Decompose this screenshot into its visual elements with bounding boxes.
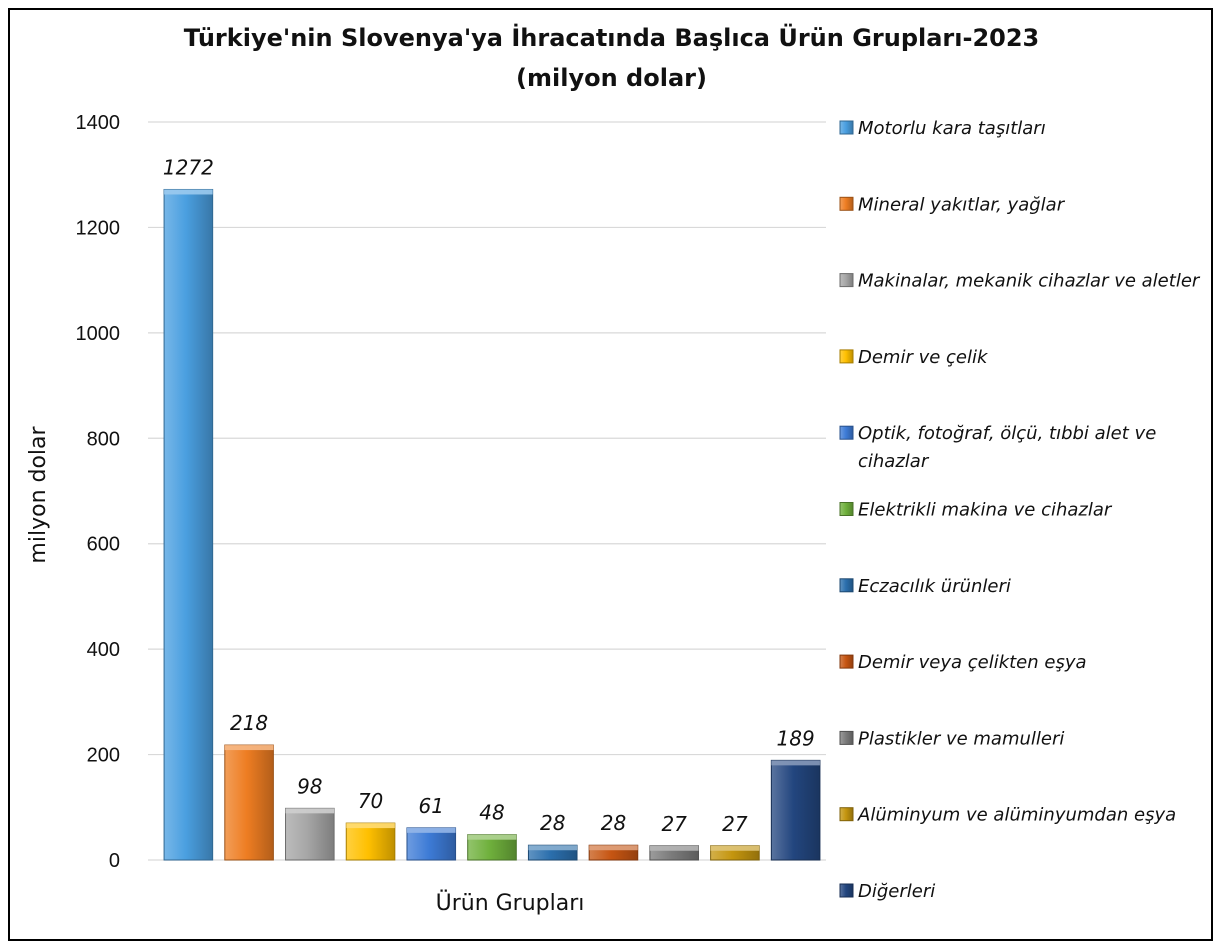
legend-item: Optik, fotoğraf, ölçü, tıbbi alet ve ciha…	[839, 423, 1156, 472]
legend-label: Optik, fotoğraf, ölçü, tıbbi alet ve ciha…	[858, 423, 1156, 472]
chart-subtitle: (milyon dolar)	[516, 64, 707, 92]
legend-item: Makinalar, mekanik cihazlar ve aletler	[839, 271, 1201, 292]
data-label: 1272	[163, 155, 214, 179]
bar	[770, 759, 821, 861]
data-label: 189	[777, 726, 815, 750]
legend-label: Eczacılık ürünleri	[858, 576, 1011, 597]
legend-item: Demir veya çelikten eşya	[839, 652, 1087, 673]
bar	[285, 807, 335, 861]
y-axis-title: milyon dolar	[26, 425, 51, 563]
legend-label: Makinalar, mekanik cihazlar ve aletler	[858, 271, 1201, 292]
bar	[527, 844, 578, 861]
bar	[345, 822, 396, 861]
y-tick-label: 800	[87, 428, 120, 450]
legend-item: Mineral yakıtlar, yağlar	[839, 194, 1066, 215]
bar	[406, 827, 457, 861]
y-tick-label: 0	[109, 850, 120, 872]
legend-label: Elektrikli makina ve cihazlar	[858, 500, 1113, 521]
legend-item: Diğerleri	[839, 881, 935, 902]
legend-item: Elektrikli makina ve cihazlar	[839, 500, 1113, 521]
legend-item: Eczacılık ürünleri	[839, 576, 1011, 597]
data-label: 27	[722, 812, 748, 836]
y-tick-label: 400	[87, 639, 120, 661]
data-label: 28	[540, 811, 565, 835]
legend-item: Plastikler ve mamulleri	[839, 728, 1064, 749]
data-label: 61	[419, 794, 444, 818]
data-label: 70	[358, 789, 383, 813]
data-label: 28	[601, 811, 626, 835]
legend-label: Diğerleri	[858, 881, 935, 902]
legend-item: Motorlu kara taşıtları	[839, 118, 1046, 139]
bars	[163, 188, 821, 861]
data-labels: 1272 218 98 70 61 48 28 28 27 27 189	[163, 155, 815, 835]
chart-title: Türkiye'nin Slovenya'ya İhracatında Başl…	[0, 18, 1223, 98]
legend-label: Mineral yakıtlar, yağlar	[858, 194, 1066, 215]
chart-title-main: Türkiye'nin Slovenya'ya İhracatında Başl…	[183, 24, 1040, 52]
legend-item: Alüminyum ve alüminyumdan eşya	[839, 805, 1176, 826]
bar	[467, 834, 517, 861]
data-label: 218	[230, 711, 268, 735]
bar	[710, 845, 760, 861]
y-tick-label: 1200	[76, 217, 121, 239]
y-axis-ticks: 0 200 400 600 800 1000 1200 1400	[76, 112, 121, 872]
y-tick-label: 200	[87, 745, 120, 767]
y-tick-label: 1400	[76, 112, 121, 134]
bar	[588, 844, 639, 861]
legend-item: Demir ve çelik	[839, 347, 989, 368]
legend-label: Motorlu kara taşıtları	[858, 118, 1046, 139]
legend-label: Demir ve çelik	[858, 347, 989, 368]
bar	[649, 845, 699, 861]
data-label: 27	[661, 812, 687, 836]
bar	[224, 744, 274, 861]
y-tick-label: 1000	[76, 323, 121, 345]
bar	[163, 188, 214, 861]
legend-label: Alüminyum ve alüminyumdan eşya	[857, 805, 1176, 826]
legend: Motorlu kara taşıtları Mineral yakıtlar, …	[839, 118, 1201, 902]
data-label: 98	[297, 774, 322, 798]
y-tick-label: 600	[87, 534, 120, 556]
x-axis-title: Ürün Grupları	[436, 890, 585, 916]
legend-label: Demir veya çelikten eşya	[858, 652, 1087, 673]
data-label: 48	[479, 801, 504, 825]
legend-label: Plastikler ve mamulleri	[858, 728, 1064, 749]
